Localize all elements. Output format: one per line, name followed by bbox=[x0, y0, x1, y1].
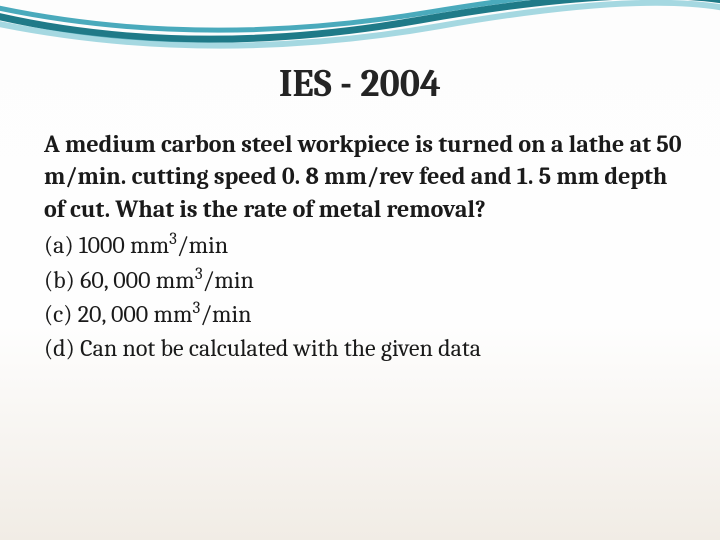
slide: IES - 2004 A medium carbon steel workpie… bbox=[0, 0, 720, 540]
option-a-unit: /min bbox=[177, 231, 228, 259]
slide-title: IES - 2004 bbox=[0, 62, 720, 106]
option-a: (a) 1000 mm3/min bbox=[44, 229, 684, 261]
option-d-text: Can not be calculated with the given dat… bbox=[80, 334, 481, 362]
option-c: (c) 20, 000 mm3/min bbox=[44, 298, 684, 330]
option-c-prefix: (c) bbox=[44, 300, 78, 328]
option-a-sup: 3 bbox=[169, 230, 177, 249]
option-c-value: 20, 000 mm bbox=[78, 300, 193, 328]
option-a-prefix: (a) bbox=[44, 231, 79, 259]
option-b-unit: /min bbox=[203, 266, 254, 294]
option-b-sup: 3 bbox=[195, 265, 203, 284]
slide-body: A medium carbon steel workpiece is turne… bbox=[44, 128, 684, 367]
option-c-unit: /min bbox=[200, 300, 251, 328]
option-b-value: 60, 000 mm bbox=[80, 266, 195, 294]
option-b: (b) 60, 000 mm3/min bbox=[44, 264, 684, 296]
option-a-value: 1000 mm bbox=[79, 231, 169, 259]
option-d: (d) Can not be calculated with the given… bbox=[44, 332, 684, 364]
option-d-prefix: (d) bbox=[44, 334, 80, 362]
option-b-prefix: (b) bbox=[44, 266, 80, 294]
question-text: A medium carbon steel workpiece is turne… bbox=[44, 128, 684, 225]
